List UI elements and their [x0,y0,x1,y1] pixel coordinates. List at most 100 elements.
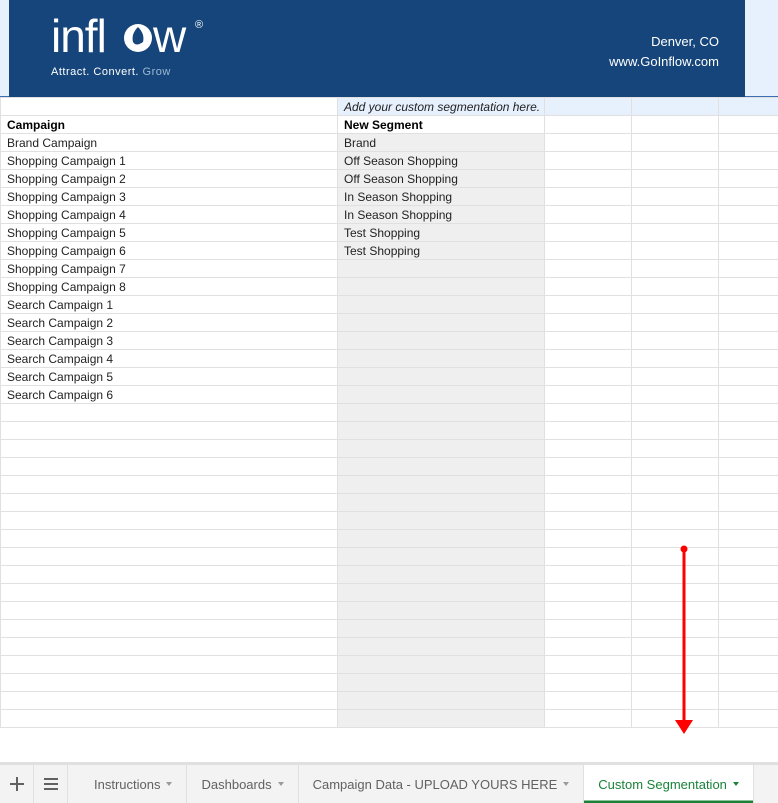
segment-cell[interactable]: In Season Shopping [338,188,545,206]
cell[interactable] [719,530,778,548]
cell[interactable] [338,638,545,656]
cell[interactable] [545,368,632,386]
cell[interactable] [545,710,632,728]
cell[interactable] [1,458,338,476]
segment-cell[interactable]: Off Season Shopping [338,152,545,170]
cell[interactable] [719,440,778,458]
chevron-down-icon[interactable] [278,782,284,786]
cell[interactable] [632,368,719,386]
cell[interactable] [1,710,338,728]
campaign-cell[interactable]: Search Campaign 6 [1,386,338,404]
cell[interactable] [545,638,632,656]
cell[interactable] [719,98,778,116]
cell[interactable] [719,350,778,368]
cell[interactable] [719,638,778,656]
campaign-cell[interactable]: Search Campaign 5 [1,368,338,386]
cell[interactable] [1,494,338,512]
cell[interactable] [1,476,338,494]
cell[interactable] [632,620,719,638]
cell[interactable] [632,656,719,674]
cell[interactable] [545,116,632,134]
segment-cell[interactable] [338,350,545,368]
cell[interactable] [632,422,719,440]
sheet-tab[interactable]: Instructions [80,765,187,803]
cell[interactable] [632,206,719,224]
cell[interactable] [719,332,778,350]
cell[interactable] [719,314,778,332]
segment-cell[interactable] [338,314,545,332]
campaign-cell[interactable]: Shopping Campaign 4 [1,206,338,224]
cell[interactable] [632,638,719,656]
cell[interactable] [545,296,632,314]
cell[interactable] [545,332,632,350]
campaign-cell[interactable]: Search Campaign 1 [1,296,338,314]
cell[interactable] [632,116,719,134]
cell[interactable] [632,494,719,512]
cell[interactable] [719,242,778,260]
cell[interactable] [632,566,719,584]
cell[interactable] [719,116,778,134]
chevron-down-icon[interactable] [733,782,739,786]
cell[interactable] [632,350,719,368]
cell[interactable] [545,242,632,260]
cell[interactable] [632,440,719,458]
cell[interactable] [1,404,338,422]
cell[interactable] [719,152,778,170]
sheet-tab[interactable]: Dashboards [187,765,298,803]
cell[interactable] [545,566,632,584]
cell[interactable] [632,530,719,548]
campaign-cell[interactable]: Shopping Campaign 3 [1,188,338,206]
cell[interactable] [719,260,778,278]
cell[interactable] [545,674,632,692]
cell[interactable] [1,548,338,566]
cell[interactable] [338,458,545,476]
cell[interactable] [1,674,338,692]
cell[interactable] [632,710,719,728]
cell[interactable] [632,242,719,260]
chevron-down-icon[interactable] [166,782,172,786]
cell[interactable] [338,692,545,710]
chevron-down-icon[interactable] [563,782,569,786]
cell[interactable] [719,710,778,728]
cell[interactable] [545,584,632,602]
cell[interactable] [545,602,632,620]
cell[interactable] [545,98,632,116]
cell[interactable] [1,602,338,620]
cell[interactable] [545,620,632,638]
cell[interactable] [338,476,545,494]
segment-cell[interactable] [338,332,545,350]
cell[interactable] [545,260,632,278]
cell[interactable] [719,296,778,314]
cell[interactable] [719,656,778,674]
cell[interactable] [545,494,632,512]
cell[interactable] [545,656,632,674]
segment-cell[interactable] [338,296,545,314]
segment-cell[interactable]: Brand [338,134,545,152]
cell[interactable] [545,422,632,440]
column-header-segment[interactable]: New Segment [338,116,545,134]
campaign-cell[interactable]: Search Campaign 3 [1,332,338,350]
cell[interactable] [338,656,545,674]
segment-cell[interactable] [338,368,545,386]
cell[interactable] [632,476,719,494]
cell[interactable] [719,188,778,206]
cell[interactable] [1,512,338,530]
cell[interactable] [719,620,778,638]
sheet-tab[interactable]: Campaign Data - UPLOAD YOURS HERE [299,765,585,803]
cell[interactable] [632,602,719,620]
cell[interactable] [338,710,545,728]
cell[interactable] [719,566,778,584]
cell[interactable] [632,296,719,314]
cell[interactable] [545,224,632,242]
campaign-cell[interactable]: Search Campaign 4 [1,350,338,368]
cell[interactable] [632,692,719,710]
segment-cell[interactable] [338,260,545,278]
segment-cell[interactable] [338,386,545,404]
cell[interactable] [1,638,338,656]
instruction-cell[interactable]: Add your custom segmentation here. [338,98,545,116]
cell[interactable] [338,404,545,422]
cell[interactable] [338,602,545,620]
cell[interactable] [1,422,338,440]
cell[interactable] [632,170,719,188]
cell[interactable] [632,458,719,476]
